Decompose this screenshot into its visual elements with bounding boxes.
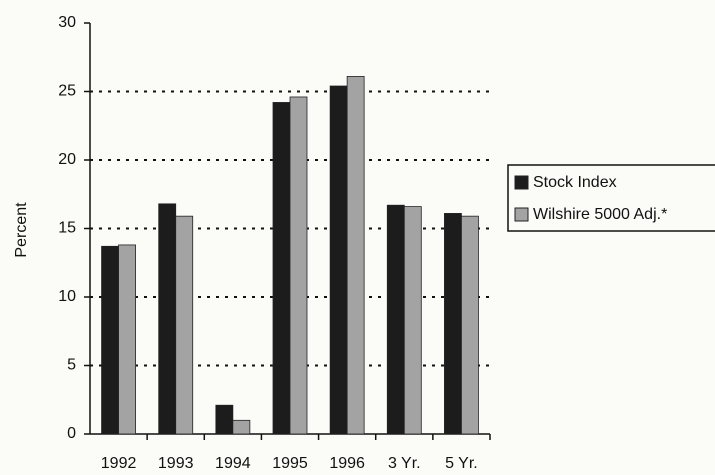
bar [232, 419, 251, 435]
y-tick-label: 25 [58, 83, 76, 100]
y-axis-label: Percent [13, 202, 30, 258]
bar [461, 215, 479, 435]
y-tick-label: 15 [58, 220, 76, 237]
bar [289, 96, 308, 435]
y-tick-label: 30 [58, 14, 76, 31]
y-tick-label: 10 [58, 288, 76, 305]
x-tick-label: 1993 [158, 455, 194, 472]
legend-swatch [514, 207, 529, 222]
legend-swatch [514, 175, 529, 190]
bar [444, 213, 462, 435]
x-tick-label: 5 Yr. [445, 455, 478, 472]
x-tick-label: 1996 [329, 455, 365, 472]
x-tick-label: 1995 [272, 455, 308, 472]
x-tick-label: 1994 [215, 455, 251, 472]
bar [346, 76, 365, 435]
legend-box [507, 164, 715, 232]
bar [215, 404, 234, 435]
legend-label: Stock Index [533, 174, 617, 191]
bar [403, 206, 422, 435]
x-tick-label: 3 Yr. [388, 455, 421, 472]
bar [101, 245, 119, 435]
x-tick-label: 1992 [101, 455, 137, 472]
y-tick-label: 5 [67, 357, 76, 374]
bar [118, 244, 136, 435]
y-tick-label: 20 [58, 151, 76, 168]
bar [272, 102, 291, 435]
bar [329, 85, 348, 435]
y-tick-label: 0 [67, 425, 76, 442]
bar [158, 203, 177, 435]
bar [386, 204, 405, 435]
bar [175, 215, 194, 435]
legend-label: Wilshire 5000 Adj.* [533, 206, 667, 223]
